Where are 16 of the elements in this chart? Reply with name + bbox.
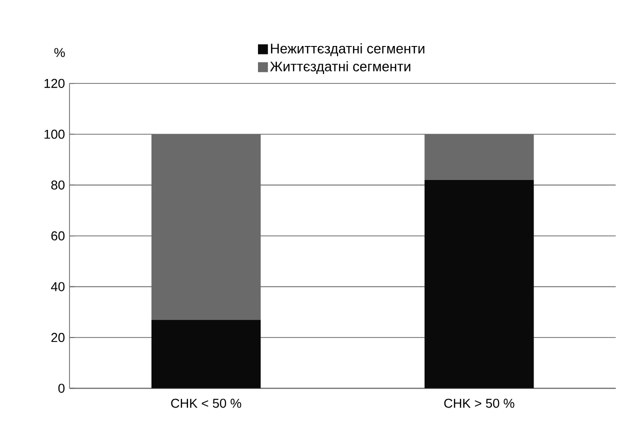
y-tick-label: 100 [44, 130, 65, 139]
bar [151, 320, 261, 388]
legend-label: Життєздатні сегменти [270, 61, 410, 74]
bar [151, 134, 261, 320]
y-tick-label: 60 [51, 231, 65, 240]
legend-label: Нежиттєздатні сегменти [271, 43, 424, 56]
y-tick-label: 80 [51, 180, 65, 190]
x-tick-label: CHK < 50 % [171, 398, 242, 408]
y-axis-title: % [54, 48, 65, 58]
y-tick-label: 120 [44, 78, 65, 88]
y-tick-label: 40 [51, 282, 65, 292]
x-tick-label: CHK > 50 % [444, 398, 514, 408]
bar [424, 134, 534, 180]
y-tick-label: 20 [51, 332, 65, 342]
y-tick-label: 0 [58, 384, 65, 393]
bar [424, 180, 534, 388]
